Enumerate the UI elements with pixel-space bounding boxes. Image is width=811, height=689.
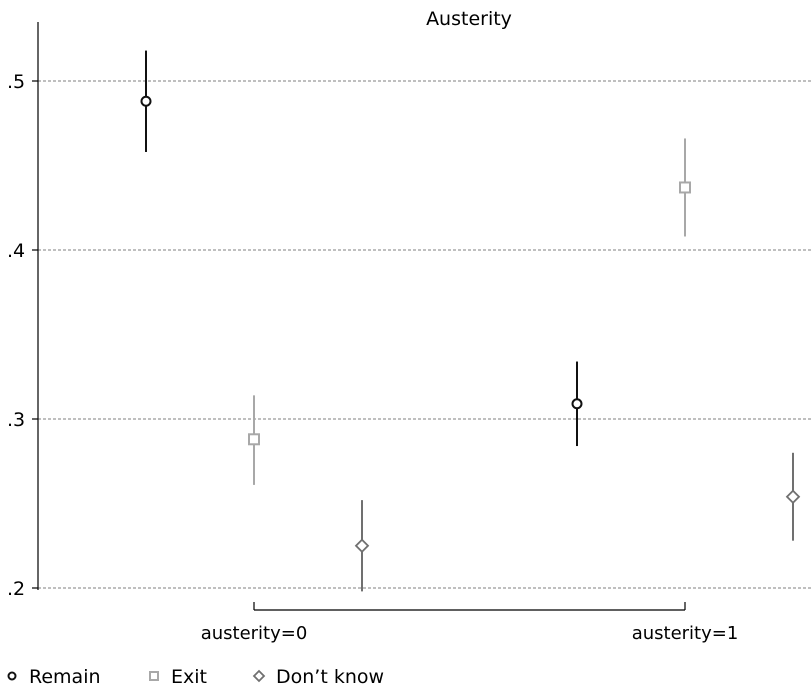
legend-marker [149, 671, 159, 681]
y-tick-label: .5 [7, 71, 25, 93]
data-point [248, 433, 260, 446]
legend-marker [7, 671, 17, 681]
plot-marks [140, 50, 801, 592]
data-point [571, 398, 583, 410]
data-point [679, 181, 691, 194]
grid [38, 80, 811, 589]
y-tick-label: .3 [7, 409, 25, 431]
legend-label: Remain [29, 666, 101, 688]
data-point [354, 538, 370, 554]
y-axis: .2 .3 .4 .5 [7, 71, 38, 600]
data-point [140, 95, 152, 107]
legend-label: Exit [171, 666, 207, 688]
x-tick-label: austerity=0 [201, 623, 308, 644]
chart-title: Austerity [426, 8, 512, 30]
data-point [785, 489, 801, 505]
legend-marker [252, 669, 266, 683]
y-tick-label: .4 [7, 240, 25, 262]
legend-label: Don’t know [276, 666, 384, 688]
x-axis: austerity=0 austerity=1 [201, 602, 739, 644]
legend: Remain Exit Don’t know [7, 666, 384, 688]
x-tick-label: austerity=1 [632, 623, 739, 644]
y-tick-label: .2 [7, 578, 25, 600]
